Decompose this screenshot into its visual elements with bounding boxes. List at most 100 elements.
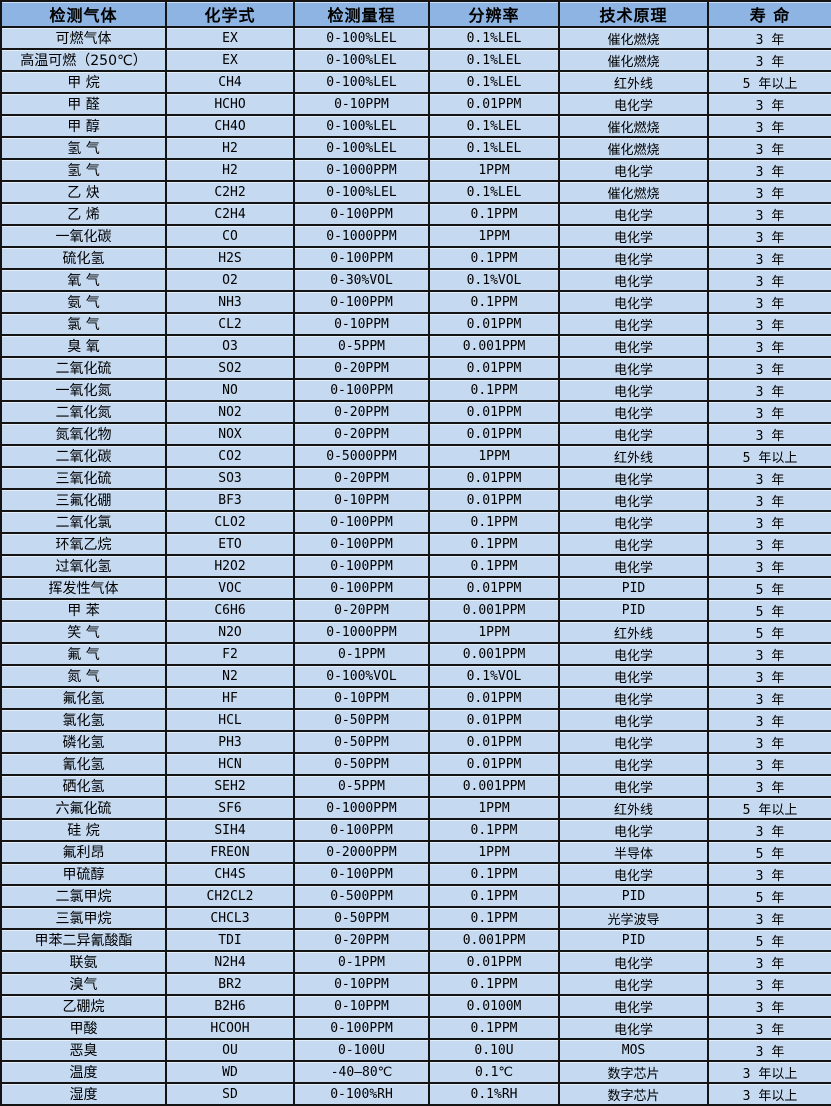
cell-formula: CL2: [165, 312, 295, 336]
cell-gas: 臭 氧: [0, 334, 167, 358]
table-row: 二氯甲烷 CH2CL2 0-500PPM 0.1PPM PID 5 年: [0, 884, 831, 908]
cell-lifespan: 3 年: [707, 356, 831, 380]
cell-resolution: 0.01PPM: [428, 950, 560, 974]
cell-formula: C2H2: [165, 180, 295, 204]
table-row: 六氟化硫 SF6 0-1000PPM 1PPM 红外线 5 年以上: [0, 796, 831, 820]
cell-gas: 二氧化氮: [0, 400, 167, 424]
cell-range: 0-100U: [293, 1038, 430, 1062]
cell-lifespan: 3 年: [707, 1038, 831, 1062]
table-row: 过氧化氢 H2O2 0-100PPM 0.1PPM 电化学 3 年: [0, 554, 831, 578]
table-row: 磷化氢 PH3 0-50PPM 0.01PPM 电化学 3 年: [0, 730, 831, 754]
cell-gas: 二氧化碳: [0, 444, 167, 468]
cell-principle: 电化学: [558, 488, 709, 512]
cell-resolution: 0.1PPM: [428, 1016, 560, 1040]
cell-gas: 氯化氢: [0, 708, 167, 732]
cell-range: 0-20PPM: [293, 466, 430, 490]
cell-lifespan: 3 年: [707, 950, 831, 974]
cell-principle: 电化学: [558, 422, 709, 446]
cell-resolution: 0.01PPM: [428, 488, 560, 512]
cell-principle: 电化学: [558, 686, 709, 710]
cell-principle: 电化学: [558, 708, 709, 732]
cell-resolution: 0.1PPM: [428, 290, 560, 314]
cell-gas: 恶臭: [0, 1038, 167, 1062]
cell-range: 0-20PPM: [293, 422, 430, 446]
cell-resolution: 0.1PPM: [428, 972, 560, 996]
cell-resolution: 0.1PPM: [428, 378, 560, 402]
cell-gas: 氧 气: [0, 268, 167, 292]
cell-resolution: 0.1%RH: [428, 1082, 560, 1106]
table-body: 可燃气体 EX 0-100%LEL 0.1%LEL 催化燃烧 3 年高温可燃（250℃） E…: [0, 26, 831, 1106]
table-row: 一氧化碳 CO 0-1000PPM 1PPM 电化学 3 年: [0, 224, 831, 248]
cell-gas: 乙 炔: [0, 180, 167, 204]
cell-lifespan: 3 年: [707, 202, 831, 226]
cell-gas: 溴气: [0, 972, 167, 996]
cell-resolution: 0.1%LEL: [428, 70, 560, 94]
cell-gas: 氢 气: [0, 136, 167, 160]
cell-resolution: 0.1%VOL: [428, 664, 560, 688]
cell-gas: 一氧化氮: [0, 378, 167, 402]
table-row: 氯 气 CL2 0-10PPM 0.01PPM 电化学 3 年: [0, 312, 831, 336]
cell-resolution: 0.1%LEL: [428, 26, 560, 50]
cell-principle: PID: [558, 884, 709, 908]
cell-range: 0-100PPM: [293, 862, 430, 886]
cell-formula: OU: [165, 1038, 295, 1062]
table-row: 甲 醛 HCHO 0-10PPM 0.01PPM 电化学 3 年: [0, 92, 831, 116]
cell-range: 0-100PPM: [293, 576, 430, 600]
cell-principle: 数字芯片: [558, 1082, 709, 1106]
table-row: 氟化氢 HF 0-10PPM 0.01PPM 电化学 3 年: [0, 686, 831, 710]
cell-principle: 电化学: [558, 290, 709, 314]
table-row: 甲 烷 CH4 0-100%LEL 0.1%LEL 红外线 5 年以上: [0, 70, 831, 94]
cell-lifespan: 3 年: [707, 378, 831, 402]
cell-formula: HCL: [165, 708, 295, 732]
cell-gas: 甲苯二异氰酸酯: [0, 928, 167, 952]
cell-resolution: 0.1PPM: [428, 862, 560, 886]
cell-range: 0-100%LEL: [293, 48, 430, 72]
column-header-range: 检测量程: [293, 0, 430, 28]
cell-resolution: 0.1PPM: [428, 532, 560, 556]
cell-gas: 氟 气: [0, 642, 167, 666]
cell-gas: 一氧化碳: [0, 224, 167, 248]
cell-formula: NOX: [165, 422, 295, 446]
cell-resolution: 0.001PPM: [428, 334, 560, 358]
cell-formula: HF: [165, 686, 295, 710]
table-row: 高温可燃（250℃） EX 0-100%LEL 0.1%LEL 催化燃烧 3 年: [0, 48, 831, 72]
cell-resolution: 0.1PPM: [428, 510, 560, 534]
table-row: 氟利昂 FREON 0-2000PPM 1PPM 半导体 5 年: [0, 840, 831, 864]
cell-lifespan: 3 年: [707, 510, 831, 534]
cell-formula: CH2CL2: [165, 884, 295, 908]
cell-range: 0-20PPM: [293, 400, 430, 424]
cell-resolution: 0.1PPM: [428, 246, 560, 270]
table-row: 硫化氢 H2S 0-100PPM 0.1PPM 电化学 3 年: [0, 246, 831, 270]
cell-range: 0-10PPM: [293, 312, 430, 336]
cell-resolution: 0.1%LEL: [428, 48, 560, 72]
cell-formula: H2: [165, 136, 295, 160]
cell-formula: H2S: [165, 246, 295, 270]
cell-principle: 红外线: [558, 444, 709, 468]
cell-principle: 催化燃烧: [558, 136, 709, 160]
cell-range: 0-10PPM: [293, 92, 430, 116]
cell-principle: 电化学: [558, 730, 709, 754]
cell-formula: O2: [165, 268, 295, 292]
cell-lifespan: 5 年: [707, 576, 831, 600]
cell-formula: HCHO: [165, 92, 295, 116]
table-row: 环氧乙烷 ETO 0-100PPM 0.1PPM 电化学 3 年: [0, 532, 831, 556]
cell-formula: WD: [165, 1060, 295, 1084]
cell-formula: SEH2: [165, 774, 295, 798]
cell-lifespan: 3 年: [707, 114, 831, 138]
cell-resolution: 0.1PPM: [428, 884, 560, 908]
cell-principle: 电化学: [558, 268, 709, 292]
cell-resolution: 1PPM: [428, 224, 560, 248]
table-row: 二氧化氯 CLO2 0-100PPM 0.1PPM 电化学 3 年: [0, 510, 831, 534]
cell-principle: 电化学: [558, 664, 709, 688]
cell-resolution: 0.0100M: [428, 994, 560, 1018]
cell-range: 0-50PPM: [293, 708, 430, 732]
cell-resolution: 1PPM: [428, 444, 560, 468]
cell-range: 0-100PPM: [293, 510, 430, 534]
cell-formula: HCOOH: [165, 1016, 295, 1040]
table-row: 三氯甲烷 CHCL3 0-50PPM 0.1PPM 光学波导 3 年: [0, 906, 831, 930]
cell-gas: 二氧化氯: [0, 510, 167, 534]
cell-resolution: 0.01PPM: [428, 708, 560, 732]
cell-resolution: 0.1%VOL: [428, 268, 560, 292]
column-header-formula: 化学式: [165, 0, 295, 28]
